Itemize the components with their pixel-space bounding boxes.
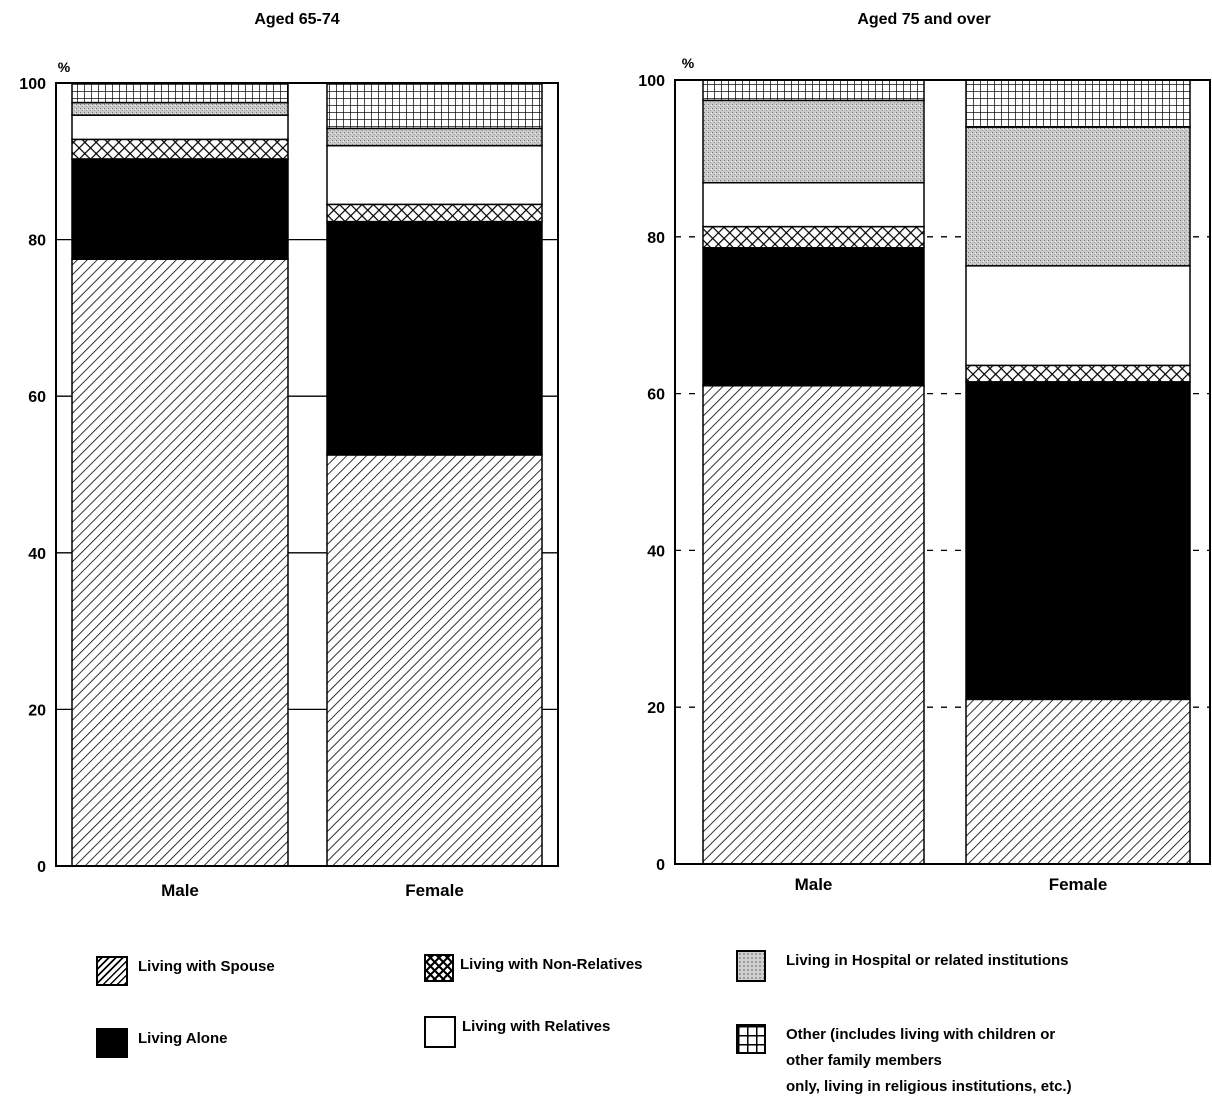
bar-segment-spouse-male	[71, 258, 289, 867]
chart-title: Aged 75 and over	[857, 11, 990, 28]
bar-segment-hosp-female	[965, 126, 1191, 267]
x-tick-label: Female	[405, 881, 464, 900]
bar-segment-rel-male	[702, 181, 925, 228]
bar-segment-rel-male	[71, 114, 289, 141]
y-tick-label: 100	[638, 73, 665, 90]
bar-segment-other-female	[965, 79, 1191, 128]
bar-segment-alone-female	[326, 220, 543, 456]
y-tick-label: 80	[28, 233, 46, 250]
y-tick-label: 0	[656, 857, 665, 874]
bar-stack-male	[71, 82, 289, 867]
y-tick-label: 100	[19, 76, 46, 93]
bar-segment-nonrel-male	[71, 138, 289, 160]
bar-segment-rel-female	[326, 144, 543, 206]
y-axis-label: %	[58, 59, 71, 75]
y-tick-label: 60	[28, 389, 46, 406]
y-axis-label: %	[682, 55, 695, 71]
x-tick-label: Male	[795, 875, 833, 894]
y-tick-label: 40	[647, 543, 665, 560]
y-tick-label: 40	[28, 546, 46, 563]
bar-segment-rel-female	[965, 265, 1191, 367]
y-tick-label: 20	[28, 702, 46, 719]
bar-segment-other-male	[71, 82, 289, 104]
chart-panel-2: Aged 75 and over% Male Female 0 20 40 60 80 100	[638, 11, 1211, 894]
bar-stack-male	[702, 79, 925, 865]
bar-segment-hosp-male	[702, 99, 925, 184]
bar-segment-other-male	[702, 79, 925, 102]
bar-segment-spouse-female	[965, 698, 1191, 865]
y-tick-label: 0	[37, 859, 46, 876]
bar-segment-hosp-female	[326, 127, 543, 147]
y-tick-label: 20	[647, 700, 665, 717]
x-tick-label: Female	[1049, 875, 1108, 894]
chart-panel-1: Aged 65-74% Male Female 0 20 40 60 80 100	[19, 11, 559, 900]
plot-frame	[55, 82, 559, 867]
y-tick-label: 60	[647, 387, 665, 404]
chart-title: Aged 65-74	[254, 11, 339, 28]
bar-segment-spouse-male	[702, 385, 925, 865]
plot-frame	[674, 79, 1211, 865]
y-tick-label: 80	[647, 230, 665, 247]
bar-segment-alone-male	[71, 158, 289, 260]
bar-segment-nonrel-female	[326, 203, 543, 223]
bar-segment-nonrel-male	[702, 225, 925, 249]
bar-segment-spouse-female	[326, 454, 543, 867]
bar-stack-female	[965, 79, 1191, 865]
bar-segment-other-female	[326, 82, 543, 130]
x-tick-label: Male	[161, 881, 199, 900]
bar-stack-female	[326, 82, 543, 867]
bar-segment-alone-male	[702, 247, 925, 387]
bar-segment-nonrel-female	[965, 364, 1191, 383]
bar-segment-hosp-male	[71, 101, 289, 116]
bar-segment-alone-female	[965, 381, 1191, 701]
